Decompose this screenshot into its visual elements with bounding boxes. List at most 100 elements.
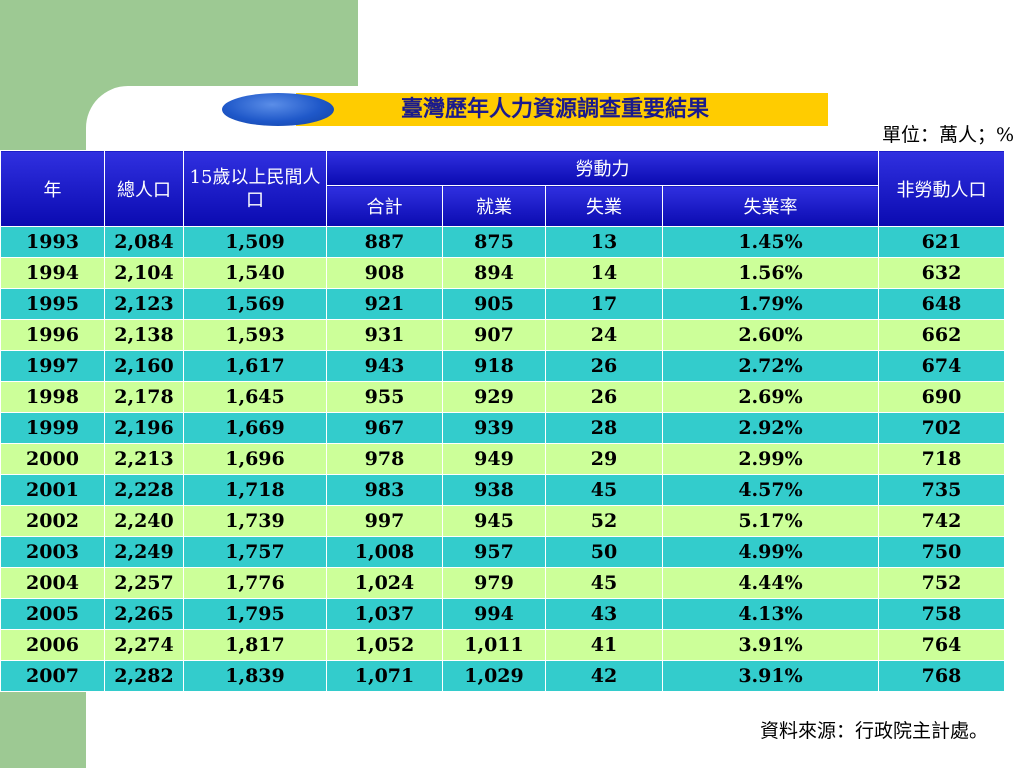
cell-employed: 907 [442, 319, 546, 351]
cell-unemployment-rate: 4.13% [662, 598, 879, 630]
cell-year: 2000 [0, 443, 105, 475]
cell-year: 2003 [0, 536, 105, 568]
cell-unemployment-rate: 4.99% [662, 536, 879, 568]
cell-non-labor-population: 648 [878, 288, 1005, 320]
cell-total-population: 2,240 [104, 505, 184, 537]
cell-labor-force-total: 997 [326, 505, 443, 537]
cell-unemployed: 14 [545, 257, 663, 289]
labor-statistics-table: 年 總人口 15歲以上民間人口 勞動力 非勞動人口 合計 就業 失業 失業率 1… [0, 150, 1005, 692]
cell-total-population: 2,178 [104, 381, 184, 413]
cell-employed: 939 [442, 412, 546, 444]
cell-non-labor-population: 674 [878, 350, 1005, 382]
cell-total-population: 2,123 [104, 288, 184, 320]
cell-unemployed: 26 [545, 350, 663, 382]
cell-population-15-plus: 1,757 [183, 536, 327, 568]
cell-unemployed: 52 [545, 505, 663, 537]
cell-labor-force-total: 1,008 [326, 536, 443, 568]
cell-unemployment-rate: 5.17% [662, 505, 879, 537]
table-row: 1995 2,123 1,569 921 905 17 1.79% 648 [0, 288, 1005, 320]
cell-unemployment-rate: 1.45% [662, 226, 879, 258]
cell-labor-force-total: 967 [326, 412, 443, 444]
cell-year: 1996 [0, 319, 105, 351]
cell-labor-force-total: 1,071 [326, 660, 443, 692]
cell-non-labor-population: 768 [878, 660, 1005, 692]
cell-unemployment-rate: 2.60% [662, 319, 879, 351]
cell-total-population: 2,104 [104, 257, 184, 289]
cell-unemployed: 45 [545, 474, 663, 506]
source-note: 資料來源：行政院主計處。 [759, 720, 988, 742]
header-employed: 就業 [442, 185, 546, 227]
cell-unemployment-rate: 2.72% [662, 350, 879, 382]
cell-population-15-plus: 1,669 [183, 412, 327, 444]
cell-unemployment-rate: 3.91% [662, 660, 879, 692]
header-total-population: 總人口 [104, 150, 184, 227]
cell-employed: 875 [442, 226, 546, 258]
cell-employed: 929 [442, 381, 546, 413]
table-row: 2005 2,265 1,795 1,037 994 43 4.13% 758 [0, 598, 1005, 630]
cell-non-labor-population: 718 [878, 443, 1005, 475]
cell-labor-force-total: 931 [326, 319, 443, 351]
page-title: 臺灣歷年人力資源調查重要結果 [400, 96, 709, 122]
cell-unemployed: 41 [545, 629, 663, 661]
cell-non-labor-population: 662 [878, 319, 1005, 351]
cell-year: 1998 [0, 381, 105, 413]
cell-non-labor-population: 752 [878, 567, 1005, 599]
cell-year: 2007 [0, 660, 105, 692]
cell-non-labor-population: 621 [878, 226, 1005, 258]
cell-year: 2001 [0, 474, 105, 506]
cell-year: 1995 [0, 288, 105, 320]
cell-year: 2006 [0, 629, 105, 661]
table-row: 1993 2,084 1,509 887 875 13 1.45% 621 [0, 226, 1005, 258]
cell-population-15-plus: 1,817 [183, 629, 327, 661]
cell-population-15-plus: 1,776 [183, 567, 327, 599]
cell-employed: 918 [442, 350, 546, 382]
cell-labor-force-total: 983 [326, 474, 443, 506]
cell-total-population: 2,265 [104, 598, 184, 630]
cell-unemployed: 24 [545, 319, 663, 351]
table-row: 2002 2,240 1,739 997 945 52 5.17% 742 [0, 505, 1005, 537]
cell-employed: 979 [442, 567, 546, 599]
cell-unemployment-rate: 2.99% [662, 443, 879, 475]
title-oval-decoration [222, 93, 334, 126]
cell-non-labor-population: 702 [878, 412, 1005, 444]
cell-population-15-plus: 1,739 [183, 505, 327, 537]
table-row: 2000 2,213 1,696 978 949 29 2.99% 718 [0, 443, 1005, 475]
cell-unemployment-rate: 2.92% [662, 412, 879, 444]
header-year: 年 [0, 150, 105, 227]
cell-total-population: 2,084 [104, 226, 184, 258]
cell-population-15-plus: 1,509 [183, 226, 327, 258]
cell-population-15-plus: 1,540 [183, 257, 327, 289]
cell-total-population: 2,196 [104, 412, 184, 444]
header-non-labor-population: 非勞動人口 [878, 150, 1005, 227]
cell-non-labor-population: 690 [878, 381, 1005, 413]
header-unemployed: 失業 [545, 185, 663, 227]
cell-employed: 949 [442, 443, 546, 475]
cell-total-population: 2,138 [104, 319, 184, 351]
cell-labor-force-total: 955 [326, 381, 443, 413]
table-row: 1996 2,138 1,593 931 907 24 2.60% 662 [0, 319, 1005, 351]
table-row: 1998 2,178 1,645 955 929 26 2.69% 690 [0, 381, 1005, 413]
cell-non-labor-population: 632 [878, 257, 1005, 289]
cell-unemployment-rate: 1.79% [662, 288, 879, 320]
table-row: 1999 2,196 1,669 967 939 28 2.92% 702 [0, 412, 1005, 444]
table-row: 2001 2,228 1,718 983 938 45 4.57% 735 [0, 474, 1005, 506]
cell-unemployed: 43 [545, 598, 663, 630]
table-row: 2004 2,257 1,776 1,024 979 45 4.44% 752 [0, 567, 1005, 599]
cell-employed: 1,029 [442, 660, 546, 692]
header-unemployment-rate: 失業率 [662, 185, 879, 227]
cell-unemployment-rate: 4.44% [662, 567, 879, 599]
cell-labor-force-total: 887 [326, 226, 443, 258]
cell-non-labor-population: 764 [878, 629, 1005, 661]
table-row: 2006 2,274 1,817 1,052 1,011 41 3.91% 764 [0, 629, 1005, 661]
cell-unemployed: 45 [545, 567, 663, 599]
unit-label: 單位：萬人；% [881, 124, 1014, 146]
table-body: 1993 2,084 1,509 887 875 13 1.45% 621 1994 2,104 1… [0, 226, 1005, 692]
cell-employed: 1,011 [442, 629, 546, 661]
cell-population-15-plus: 1,696 [183, 443, 327, 475]
cell-unemployment-rate: 1.56% [662, 257, 879, 289]
cell-population-15-plus: 1,645 [183, 381, 327, 413]
cell-total-population: 2,282 [104, 660, 184, 692]
cell-employed: 945 [442, 505, 546, 537]
cell-labor-force-total: 1,024 [326, 567, 443, 599]
